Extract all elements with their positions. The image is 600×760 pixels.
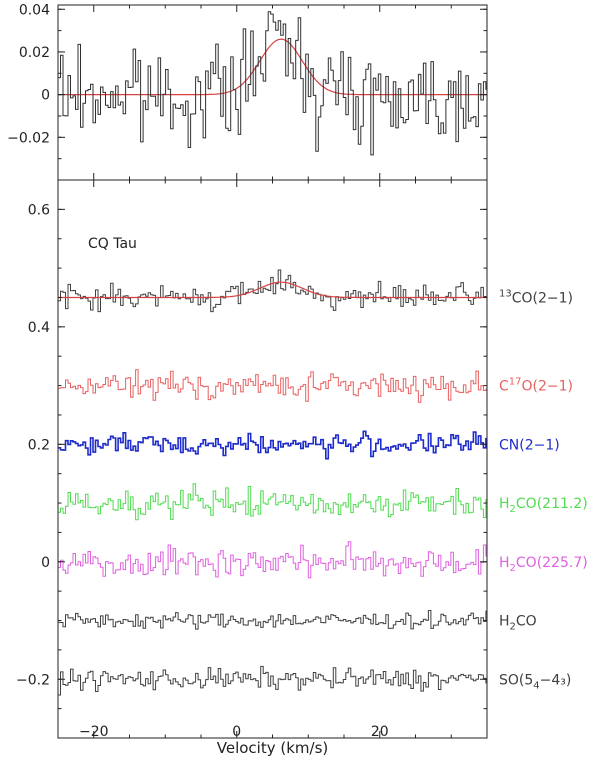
top-panel-frame (57, 4, 488, 181)
series-line-1 (58, 369, 487, 403)
series-label-pre: CN(2−1) (499, 437, 560, 453)
series-label-sup: 13 (499, 288, 512, 299)
bottom-xtick-label: 0 (232, 724, 241, 740)
series-label-sub: 2 (510, 504, 516, 515)
series-label-2: CN(2−1) (499, 437, 560, 453)
bottom-axis-ticks: −0.2 0 0.2 0.4 0.6 −20 0 20 (16, 179, 488, 740)
series-label-pre: SO(5 (499, 672, 533, 688)
series-label-pre: H (499, 496, 510, 512)
series-label-sub: 2 (510, 563, 516, 574)
bottom-xtick-label: −20 (79, 724, 109, 740)
series-line-2 (58, 430, 487, 460)
bottom-xtick-label: 20 (371, 724, 389, 740)
series-label-4: H2CO(225.7) (499, 555, 588, 574)
series-label-pre: H (499, 555, 510, 571)
series-label-5: H2CO (499, 614, 537, 633)
top-spectrum-line (58, 11, 487, 156)
series-line-4 (58, 541, 487, 579)
series-label-sub: 4 (533, 680, 539, 691)
series-label-0: 13CO(2−1) (499, 288, 573, 306)
top-fit-layer (58, 38, 487, 96)
series-line-5 (58, 610, 487, 630)
series-label-1: C17O(2−1) (499, 377, 573, 395)
bottom-ytick-label: −0.2 (16, 672, 50, 688)
top-panel: −0.02 0 0.02 0.04 (7, 2, 488, 181)
top-axis-ticks: −0.02 0 0.02 0.04 (7, 2, 488, 181)
series-label-3: H2CO(211.2) (499, 496, 588, 515)
top-ytick-label: 0.02 (19, 45, 50, 61)
source-annotation: CQ Tau (88, 236, 137, 252)
series-label-sup: 17 (509, 377, 522, 388)
top-ytick-label: −0.02 (7, 130, 50, 146)
x-axis-label: Velocity (km/s) (217, 739, 328, 757)
bottom-ytick-label: 0.2 (28, 437, 50, 453)
series-label-sub: 2 (510, 622, 516, 633)
bottom-ytick-label: 0.6 (28, 202, 50, 218)
series-label-post: CO(225.7) (516, 555, 588, 571)
series-label-post: CO (516, 614, 537, 630)
series-label-post: CO(2−1) (512, 290, 573, 306)
series-line-3 (58, 483, 487, 521)
series-label-post: −4₃) (540, 672, 572, 688)
bottom-ytick-label: 0 (41, 555, 50, 571)
series-line-0 (58, 269, 487, 313)
top-gaussian-fit (58, 38, 487, 96)
bottom-series-layer: 13CO(2−1)C17O(2−1)CN(2−1)H2CO(211.2)H2CO… (58, 269, 588, 696)
series-label-pre: H (499, 614, 510, 630)
series-label-pre: C (499, 379, 509, 395)
series-label-post: CO(211.2) (516, 496, 588, 512)
top-ytick-label: 0.04 (19, 2, 50, 18)
series-fit-0 (58, 281, 487, 299)
series-label-6: SO(54−4₃) (499, 672, 571, 691)
bottom-panel-frame (57, 179, 488, 739)
top-spectrum-layer (58, 11, 487, 156)
series-label-post: O(2−1) (522, 379, 574, 395)
series-line-6 (58, 665, 487, 696)
bottom-panel: 13CO(2−1)C17O(2−1)CN(2−1)H2CO(211.2)H2CO… (16, 179, 588, 757)
bottom-ytick-label: 0.4 (28, 320, 50, 336)
top-ytick-label: 0 (41, 88, 50, 104)
